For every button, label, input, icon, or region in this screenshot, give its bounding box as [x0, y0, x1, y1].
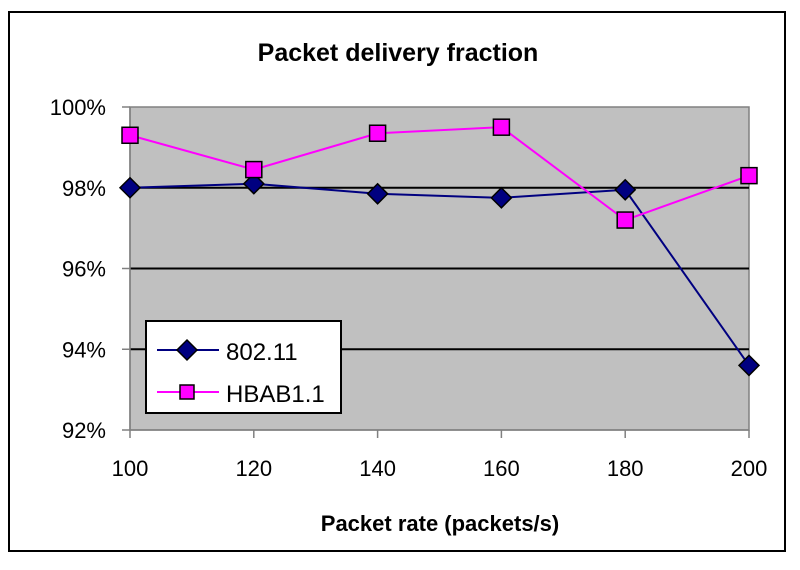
y-axis: 100% 98% 96% 94% 92%: [50, 95, 131, 443]
series-line: [129, 182, 750, 366]
y-tick-label: 94%: [62, 337, 106, 362]
diamond-marker-icon: [175, 338, 199, 362]
legend-label-hbab: HBAB1.1: [226, 381, 325, 408]
y-tick-label: 100%: [50, 95, 106, 120]
x-tick-label: 100: [112, 456, 149, 481]
y-tick-label: 96%: [62, 257, 106, 282]
square-marker-icon: [245, 160, 263, 179]
legend-label-802-11: 802.11: [226, 339, 298, 366]
diamond-marker-icon: [490, 186, 513, 209]
square-marker-icon: [121, 126, 139, 145]
square-marker-icon: [179, 384, 195, 400]
y-tick-label: 92%: [62, 418, 106, 443]
diamond-marker-icon: [242, 172, 265, 195]
x-axis: 100 120 140 160 180 200: [112, 429, 768, 481]
square-marker-icon: [492, 118, 511, 136]
x-tick-label: 200: [731, 456, 768, 481]
x-axis-label: Packet rate (packets/s): [321, 511, 559, 536]
diamond-marker-icon: [614, 178, 637, 201]
diamond-marker-icon: [118, 176, 142, 199]
diamond-marker-icon: [737, 354, 761, 377]
x-tick-label: 180: [607, 456, 644, 481]
diamond-marker-icon: [366, 182, 389, 205]
square-marker-icon: [740, 166, 758, 185]
square-marker-icon: [368, 124, 387, 142]
x-tick-label: 140: [359, 456, 396, 481]
legend-box: [145, 320, 342, 414]
x-tick-label: 160: [483, 456, 520, 481]
square-marker-icon: [616, 211, 634, 229]
y-tick-label: 98%: [62, 176, 106, 201]
chart-title: Packet delivery fraction: [258, 39, 539, 67]
legend: 802.11 HBAB1.1: [145, 320, 342, 414]
series-line: [129, 126, 750, 222]
series-group: [118, 118, 761, 377]
x-tick-label: 120: [235, 456, 272, 481]
